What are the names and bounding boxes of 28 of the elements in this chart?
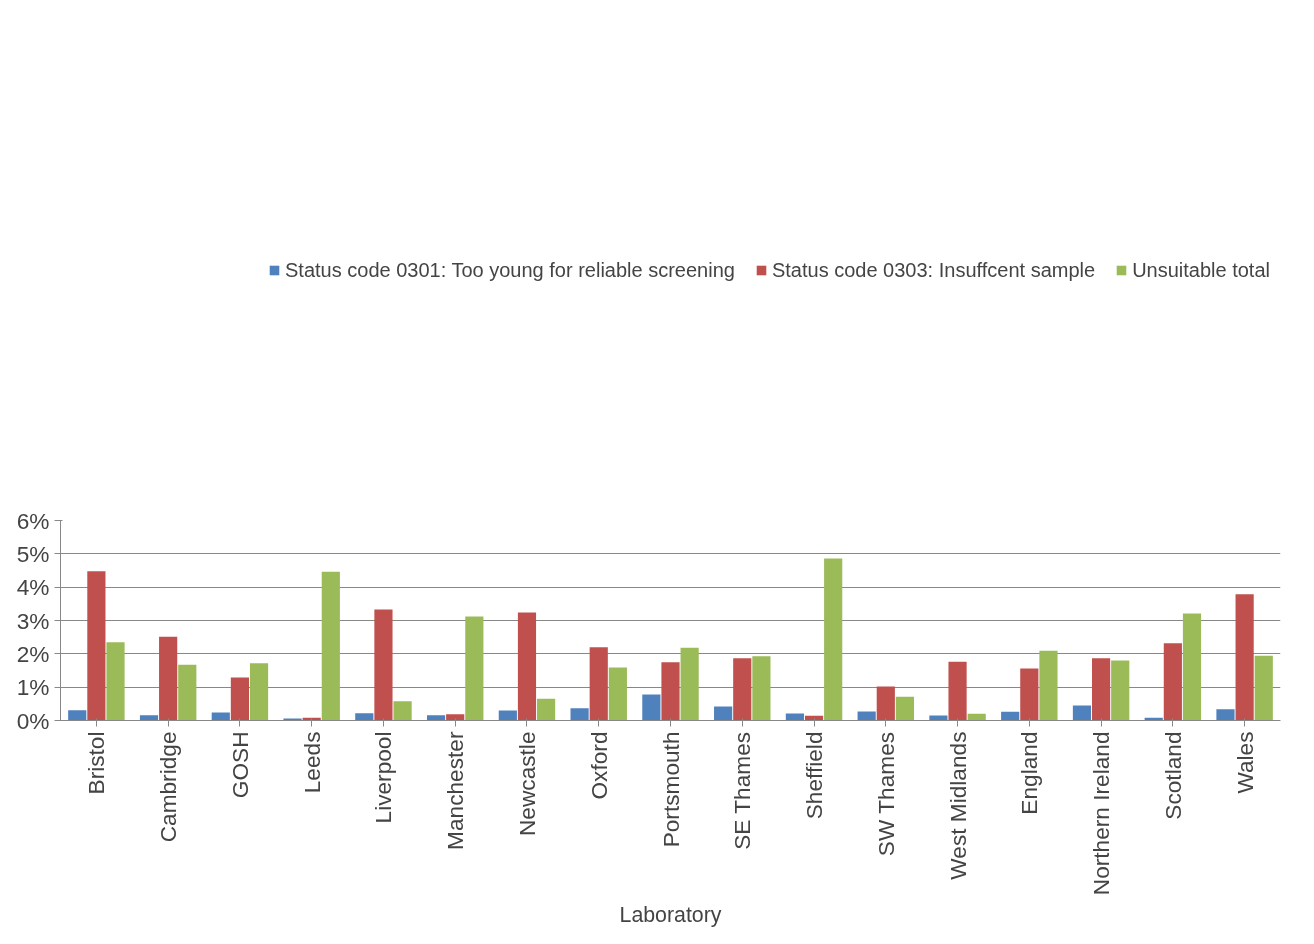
x-tick-label: GOSH bbox=[226, 731, 253, 799]
y-tick-label: 1% bbox=[16, 674, 50, 701]
x-tick-label: Wales bbox=[1231, 731, 1258, 794]
x-tick-label: Northern Ireland bbox=[1088, 731, 1115, 896]
y-tick-label: 3% bbox=[16, 607, 50, 634]
x-axis-title: Laboratory bbox=[619, 903, 722, 928]
legend-label: Status code 0303: Insuffcent sample bbox=[771, 258, 1096, 282]
x-tick-label: Manchester bbox=[442, 731, 469, 850]
x-tick-label: West Midlands bbox=[944, 731, 971, 880]
x-tick-label: Bristol bbox=[83, 731, 110, 795]
y-tick-label: 0% bbox=[16, 707, 50, 734]
x-tick-label: Oxford bbox=[585, 731, 612, 800]
x-tick-label: Sheffield bbox=[801, 731, 828, 820]
x-tick-label: Newcastle bbox=[513, 731, 540, 837]
x-tick-label: England bbox=[1016, 731, 1043, 815]
x-tick-label: Cambridge bbox=[155, 731, 182, 843]
legend-label: Unsuitable total bbox=[1132, 258, 1270, 282]
x-tick-label: Scotland bbox=[1159, 731, 1186, 820]
y-tick-label: 4% bbox=[16, 574, 50, 601]
y-tick-label: 2% bbox=[16, 640, 50, 667]
x-tick-label: Portsmouth bbox=[657, 731, 684, 848]
y-tick-label: 5% bbox=[16, 540, 50, 567]
legend-label: Status code 0301: Too young for reliable screening bbox=[285, 258, 735, 282]
x-tick-label: SW Thames bbox=[872, 731, 899, 857]
x-tick-label: Liverpool bbox=[370, 731, 397, 824]
y-tick-label: 6% bbox=[16, 507, 50, 534]
x-tick-label: SE Thames bbox=[729, 731, 756, 850]
x-tick-label: Leeds bbox=[298, 731, 325, 794]
